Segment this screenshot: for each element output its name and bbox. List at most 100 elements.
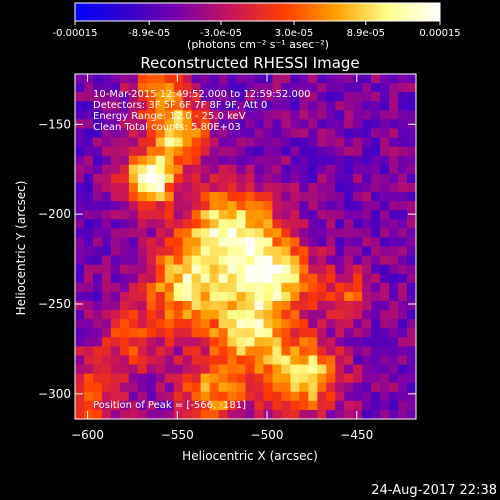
heatmap-cell [371,119,381,130]
heatmap-cell [407,210,417,220]
heatmap-cell [110,192,121,202]
heatmap-cell [398,173,408,184]
heatmap-cell [173,291,184,302]
x-tick-label: −450 [340,428,373,442]
heatmap-cell [200,255,211,266]
heatmap-cell [128,237,139,248]
heatmap-cell [353,382,363,393]
heatmap-cell [281,128,291,139]
heatmap-cell [299,182,309,193]
heatmap-cell [407,155,417,166]
heatmap-cell [407,355,417,366]
heatmap-cell [75,110,85,120]
heatmap-cell [137,110,148,120]
heatmap-cell [92,355,103,366]
heatmap-cell [218,155,229,166]
heatmap-cell [254,337,265,347]
heatmap-cell [146,255,157,266]
heatmap-cell [75,173,85,184]
heatmap-cell [209,300,220,311]
heatmap-cell [281,182,291,193]
heatmap-cell [200,300,211,311]
heatmap-cell [128,92,139,102]
heatmap-cell [389,137,399,148]
heatmap-cell [299,319,309,329]
heatmap-cell [272,219,282,229]
heatmap-cell [362,255,372,266]
heatmap-cell [101,409,112,420]
heatmap-cell [182,164,193,175]
heatmap-cell [362,391,372,402]
heatmap-cell [254,83,265,93]
heatmap-cell [164,237,175,248]
heatmap-cell [191,155,202,166]
y-tick-label: −300 [38,387,71,401]
heatmap-cell [299,291,309,302]
heatmap-cell [137,300,148,311]
heatmap-cell [326,373,336,384]
heatmap-cell [263,146,274,157]
heatmap-cell [308,400,318,411]
heatmap-cell [254,300,265,311]
heatmap-cell [101,83,112,93]
heatmap-cell [362,119,372,130]
heatmap-cell [164,319,175,329]
heatmap-cell [164,182,175,193]
heatmap-cell [182,364,193,375]
heatmap-cell [110,228,121,239]
heatmap-cell [326,328,336,338]
heatmap-cell [75,201,85,211]
heatmap-cell [128,264,139,275]
heatmap-cell [263,282,274,293]
heatmap-cell [236,192,247,202]
heatmap-cell [92,182,103,193]
heatmap-cell [137,328,148,338]
heatmap-cell [173,319,184,329]
heatmap-cell [353,210,363,220]
heatmap-cell [137,346,148,357]
heatmap-cell [398,246,408,257]
heatmap-cell [191,101,202,111]
heatmap-cell [164,273,175,284]
heatmap-cell [92,92,103,102]
heatmap-cell [209,319,220,329]
heatmap-cell [75,373,85,384]
heatmap-cell [200,273,211,284]
heatmap-cell [75,346,85,357]
heatmap-cell [137,228,148,239]
heatmap-cell [407,391,417,402]
heatmap-cell [317,246,327,257]
heatmap-cell [200,364,211,375]
heatmap-cell [389,300,399,311]
heatmap-cell [146,74,157,84]
heatmap-cell [146,128,157,139]
heatmap-cell [128,355,139,366]
heatmap-cell [380,355,390,366]
heatmap-cell [209,155,220,166]
heatmap-cell [398,328,408,338]
heatmap-cell [308,319,318,329]
heatmap-cell [389,391,399,402]
heatmap-cell [119,192,130,202]
heatmap-cell [317,282,327,293]
heatmap-cell [75,146,85,157]
heatmap-cell [362,400,372,411]
heatmap-cell [227,192,238,202]
heatmap-cell [335,255,345,266]
heatmap-cell [218,101,229,111]
heatmap-cell [245,373,256,384]
heatmap-cell [362,173,372,184]
heatmap-cell [218,328,229,338]
heatmap-cell [119,255,130,266]
heatmap-cell [254,146,265,157]
heatmap-cell [389,246,399,257]
heatmap-cell [146,346,157,357]
heatmap-cell [75,210,85,220]
heatmap-cell [299,192,309,202]
heatmap-cell [110,137,121,148]
heatmap-cell [128,155,139,166]
heatmap-cell [353,355,363,366]
heatmap-cell [137,246,148,257]
heatmap-cell [398,228,408,239]
heatmap-cell [227,92,238,102]
